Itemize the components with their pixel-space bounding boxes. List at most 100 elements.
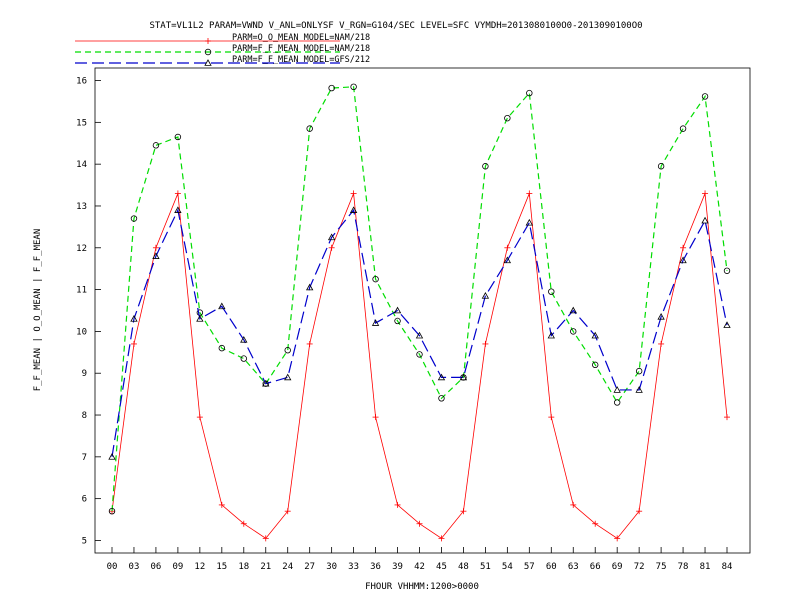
data-point xyxy=(196,315,204,322)
series-2 xyxy=(108,206,731,460)
data-point xyxy=(701,216,709,224)
data-point xyxy=(262,535,269,542)
data-point xyxy=(284,508,291,515)
data-point xyxy=(152,252,160,259)
data-point xyxy=(372,275,379,283)
legend: PARM=O_O_MEAN MODEL=NAM/218PARM=F_F_MEAN… xyxy=(75,33,370,66)
data-point xyxy=(174,206,182,213)
data-point xyxy=(460,508,467,515)
data-point xyxy=(204,59,212,66)
data-point xyxy=(394,501,401,508)
data-point xyxy=(548,288,555,295)
data-point xyxy=(482,163,489,170)
x-tick-label: 33 xyxy=(348,562,359,572)
data-point xyxy=(724,414,730,421)
data-point xyxy=(481,292,490,299)
x-tick-label: 27 xyxy=(304,562,315,572)
y-tick-label: 9 xyxy=(82,369,87,379)
x-tick-label: 06 xyxy=(151,562,162,572)
series-layer xyxy=(108,83,731,542)
data-point xyxy=(614,535,621,542)
x-tick-label: 18 xyxy=(238,562,249,572)
data-point xyxy=(635,386,643,393)
data-point xyxy=(372,414,379,421)
x-tick-label: 81 xyxy=(700,562,711,572)
x-tick-label: 66 xyxy=(590,562,601,572)
data-point xyxy=(658,340,665,347)
x-tick-label: 42 xyxy=(414,562,425,572)
legend-item: PARM=F_F_MEAN MODEL=NAM/218 xyxy=(75,44,370,56)
series-line xyxy=(111,193,728,539)
data-point xyxy=(723,321,731,328)
data-point xyxy=(350,83,357,91)
data-point xyxy=(218,501,225,508)
y-tick-label: 15 xyxy=(76,118,87,128)
data-point xyxy=(415,331,424,339)
x-tick-label: 54 xyxy=(502,562,513,572)
x-tick-label: 15 xyxy=(216,562,227,572)
x-tick-label: 00 xyxy=(107,562,118,572)
x-tick-label: 30 xyxy=(326,562,337,572)
y-tick-label: 11 xyxy=(76,286,87,296)
legend-item: PARM=O_O_MEAN MODEL=NAM/218 xyxy=(75,33,370,44)
data-point xyxy=(657,163,665,170)
x-tick-label: 21 xyxy=(260,562,271,572)
data-point xyxy=(327,233,336,241)
data-point xyxy=(702,190,709,197)
data-point xyxy=(240,355,247,362)
data-point xyxy=(174,190,181,197)
data-point xyxy=(284,373,292,381)
data-point xyxy=(723,267,731,274)
data-point xyxy=(262,379,270,387)
x-tick-label: 03 xyxy=(129,562,140,572)
data-point xyxy=(240,520,247,527)
data-point xyxy=(570,328,577,335)
data-point xyxy=(284,347,291,354)
y-axis: 5 6 7 8 9 10 11 12 13 14 15 16 xyxy=(76,77,101,546)
x-tick-label: 09 xyxy=(172,562,183,572)
x-axis: 00 03 06 09 12 15 18 21 24 27 30 33 36 39 42 45 48 51 54 57… xyxy=(107,547,733,572)
legend-label: PARM=F_F_MEAN MODEL=NAM/218 xyxy=(232,44,370,54)
data-point xyxy=(679,256,687,264)
data-point xyxy=(437,373,446,381)
x-tick-label: 24 xyxy=(282,562,293,572)
data-point xyxy=(635,367,643,375)
legend-label: PARM=O_O_MEAN MODEL=NAM/218 xyxy=(232,33,370,43)
x-tick-label: 75 xyxy=(656,562,667,572)
series-1 xyxy=(108,83,731,515)
data-point xyxy=(218,302,226,310)
y-tick-label: 6 xyxy=(82,495,87,505)
data-point xyxy=(679,125,687,132)
data-point xyxy=(504,244,511,251)
data-point xyxy=(525,218,534,226)
y-tick-label: 13 xyxy=(76,202,87,212)
data-point xyxy=(306,125,313,132)
data-point xyxy=(526,89,533,97)
data-point xyxy=(349,206,358,213)
data-point xyxy=(592,520,599,527)
data-point xyxy=(416,351,423,358)
data-point xyxy=(570,501,577,508)
data-point xyxy=(130,340,137,347)
y-tick-label: 7 xyxy=(82,453,87,463)
data-point xyxy=(526,190,533,197)
data-point xyxy=(108,453,116,460)
data-point xyxy=(130,315,138,322)
legend-label: PARM=F_F_MEAN MODEL=GFS/212 xyxy=(232,55,370,65)
x-tick-label: 57 xyxy=(524,562,535,572)
data-point xyxy=(394,317,401,325)
data-point xyxy=(503,256,512,264)
data-point xyxy=(240,335,248,343)
data-point xyxy=(204,48,212,56)
data-point xyxy=(548,414,555,421)
y-tick-label: 8 xyxy=(82,411,87,421)
data-point xyxy=(328,84,335,92)
data-point xyxy=(218,344,226,352)
data-point xyxy=(152,142,160,149)
y-tick-label: 16 xyxy=(76,77,87,87)
plot-frame xyxy=(94,67,751,554)
x-tick-label: 84 xyxy=(722,562,733,572)
data-point xyxy=(438,395,445,402)
data-point xyxy=(416,520,423,527)
series-0 xyxy=(109,190,730,542)
